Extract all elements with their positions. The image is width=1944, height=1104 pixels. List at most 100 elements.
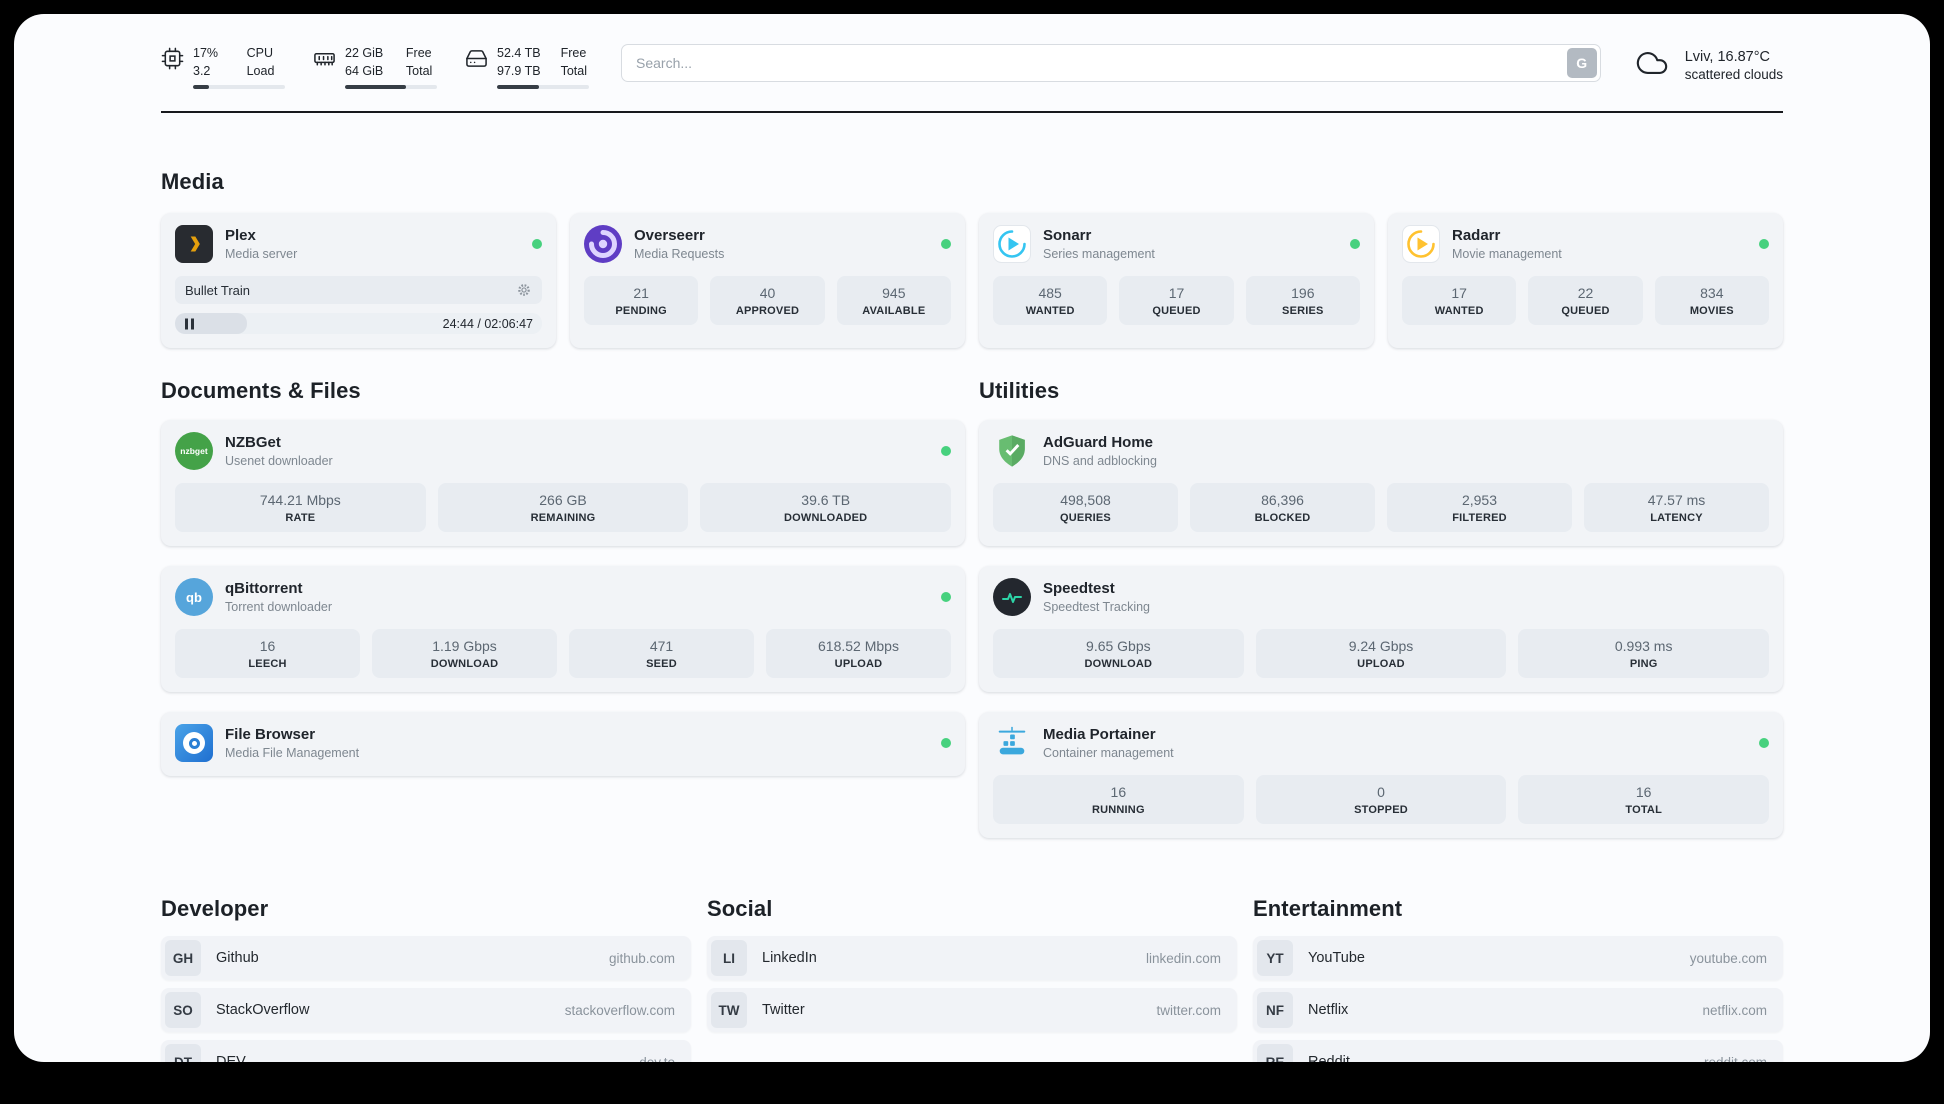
- bookmark-linkedin[interactable]: LI LinkedIn linkedin.com: [707, 936, 1237, 981]
- bookmark-name: StackOverflow: [216, 1002, 310, 1019]
- stat-label: BLOCKED: [1254, 512, 1311, 525]
- stat-box: 39.6 TB DOWNLOADED: [700, 483, 952, 533]
- utilities-column: Utilities AdGuard Home: [979, 378, 1783, 839]
- bookmark-url: linkedin.com: [1145, 950, 1221, 966]
- stat-value: 0.993 ms: [1614, 638, 1673, 655]
- stat-box: 498,508 QUERIES: [993, 483, 1178, 533]
- bookmark-twitter[interactable]: TW Twitter twitter.com: [707, 988, 1237, 1033]
- content-container: 17% CPU 3.2 Load: [161, 44, 1783, 1062]
- stat-value: 2,953: [1461, 492, 1498, 509]
- ram-total-value: 64 GiB: [345, 64, 384, 79]
- stat-box: 86,396 BLOCKED: [1190, 483, 1375, 533]
- stat-label: STOPPED: [1354, 804, 1408, 817]
- bookmark-reddit[interactable]: RE Reddit reddit.com: [1253, 1040, 1783, 1062]
- status-online-dot: [532, 239, 542, 250]
- weather-condition: scattered clouds: [1684, 67, 1783, 82]
- card-header: Media Portainer Container management: [993, 724, 1769, 762]
- app-name: NZBGet: [225, 434, 281, 452]
- app-desc: Media server: [225, 247, 298, 262]
- app-name: Overseerr: [634, 227, 705, 245]
- qbittorrent-icon: qb: [175, 578, 213, 617]
- stat-label: DOWNLOADED: [784, 512, 868, 525]
- app-desc: Container management: [1043, 746, 1174, 761]
- stats-row: 21 PENDING 40 APPROVED 945 AVAILABLE: [584, 276, 951, 326]
- app-desc: DNS and adblocking: [1043, 454, 1157, 469]
- stats-row: 9.65 Gbps DOWNLOAD 9.24 Gbps UPLOAD 0.99…: [993, 629, 1770, 679]
- overseerr-icon: [584, 225, 622, 264]
- status-online-dot: [941, 738, 951, 749]
- app-meta: Sonarr Series management: [1043, 227, 1155, 261]
- stat-box: 618.52 Mbps UPLOAD: [766, 629, 951, 679]
- stat-value: 21: [633, 285, 649, 302]
- app-desc: Movie management: [1452, 247, 1562, 262]
- stat-value: 9.65 Gbps: [1086, 638, 1151, 655]
- youtube-icon: YT: [1257, 940, 1293, 977]
- reddit-icon: RE: [1257, 1044, 1293, 1062]
- stat-value: 17: [1168, 285, 1185, 302]
- filebrowser-card[interactable]: File Browser Media File Management: [161, 712, 965, 777]
- stat-box: 17 QUEUED: [1119, 276, 1234, 326]
- app-desc: Torrent downloader: [225, 600, 333, 615]
- ram-widget: 22 GiB Free 64 GiB Total: [313, 44, 437, 90]
- two-column-section: Documents & Files nzbget NZBGet Usenet d…: [161, 378, 1783, 839]
- plex-icon: [175, 225, 213, 264]
- speedtest-card[interactable]: Speedtest Speedtest Tracking 9.65 Gbps D…: [979, 566, 1783, 693]
- app-meta: AdGuard Home DNS and adblocking: [1043, 434, 1157, 468]
- bookmark-youtube[interactable]: YT YouTube youtube.com: [1253, 936, 1783, 981]
- stat-value: 618.52 Mbps: [818, 638, 899, 655]
- netflix-icon: NF: [1257, 992, 1293, 1029]
- cpu-usage-value: 17%: [193, 46, 219, 60]
- stat-value: 498,508: [1060, 492, 1111, 509]
- section-title-social: Social: [707, 896, 773, 922]
- app-name: AdGuard Home: [1043, 434, 1154, 452]
- plex-card[interactable]: Plex Media server Bullet Train: [161, 213, 556, 349]
- search-engine-button[interactable]: G: [1566, 48, 1597, 78]
- gear-icon[interactable]: [516, 282, 532, 298]
- adguard-card[interactable]: AdGuard Home DNS and adblocking 498,508 …: [979, 420, 1783, 547]
- cpu-progress-bar: [193, 85, 285, 90]
- stat-box: 40 APPROVED: [710, 276, 825, 326]
- app-meta: Speedtest Speedtest Tracking: [1043, 580, 1150, 614]
- search-input[interactable]: [621, 44, 1601, 82]
- weather-widget: Lviv, 16.87°C scattered clouds: [1631, 46, 1783, 85]
- portainer-card[interactable]: Media Portainer Container management 16 …: [979, 712, 1783, 839]
- qbittorrent-card[interactable]: qb qBittorrent Torrent downloader 16 LEE…: [161, 566, 965, 693]
- status-online-dot: [1759, 738, 1769, 749]
- ram-total-label: Total: [405, 64, 433, 79]
- stat-value: 9.24 Gbps: [1348, 638, 1414, 655]
- cpu-load-label: Load: [246, 64, 275, 79]
- bookmark-name: DEV: [216, 1054, 246, 1062]
- nzbget-card[interactable]: nzbget NZBGet Usenet downloader 744.21 M…: [161, 420, 965, 547]
- filebrowser-icon: [175, 724, 213, 763]
- overseerr-card[interactable]: Overseerr Media Requests 21 PENDING 40 A…: [570, 213, 965, 349]
- bookmark-name: LinkedIn: [762, 950, 817, 967]
- stats-row: 498,508 QUERIES 86,396 BLOCKED 2,953 FIL…: [993, 483, 1769, 533]
- bookmark-dev[interactable]: DT DEV dev.to: [161, 1040, 691, 1062]
- stackoverflow-icon: SO: [165, 992, 201, 1029]
- pause-icon[interactable]: [185, 318, 194, 330]
- bookmark-github[interactable]: GH Github github.com: [161, 936, 691, 981]
- stat-box: 2,953 FILTERED: [1387, 483, 1572, 533]
- stat-label: PENDING: [615, 305, 667, 318]
- cpu-progress-fill: [193, 85, 209, 90]
- bookmark-url: youtube.com: [1689, 950, 1767, 966]
- app-desc: Usenet downloader: [225, 454, 333, 469]
- bookmark-name: Github: [216, 950, 259, 967]
- sonarr-card[interactable]: Sonarr Series management 485 WANTED 17 Q…: [979, 213, 1374, 349]
- bookmark-stackoverflow[interactable]: SO StackOverflow stackoverflow.com: [161, 988, 691, 1033]
- bookmark-group-developer: Developer GH Github github.com SO StackO…: [161, 896, 691, 1062]
- radarr-icon: [1402, 225, 1440, 264]
- disk-icon: [465, 47, 488, 89]
- stat-label: WANTED: [1434, 305, 1484, 318]
- card-header: Sonarr Series management: [993, 225, 1360, 264]
- stats-row: 485 WANTED 17 QUEUED 196 SERIES: [993, 276, 1360, 326]
- card-header: File Browser Media File Management: [175, 724, 951, 763]
- cloud-icon: [1631, 46, 1673, 85]
- stat-value: 47.57 ms: [1647, 492, 1706, 509]
- bookmark-netflix[interactable]: NF Netflix netflix.com: [1253, 988, 1783, 1033]
- card-header: nzbget NZBGet Usenet downloader: [175, 432, 951, 471]
- playback-progress-bar[interactable]: 24:44 / 02:06:47: [175, 313, 542, 335]
- system-stats-group: 17% CPU 3.2 Load: [161, 44, 589, 90]
- radarr-card[interactable]: Radarr Movie management 17 WANTED 22 QUE…: [1388, 213, 1783, 349]
- adguard-icon: [993, 432, 1031, 470]
